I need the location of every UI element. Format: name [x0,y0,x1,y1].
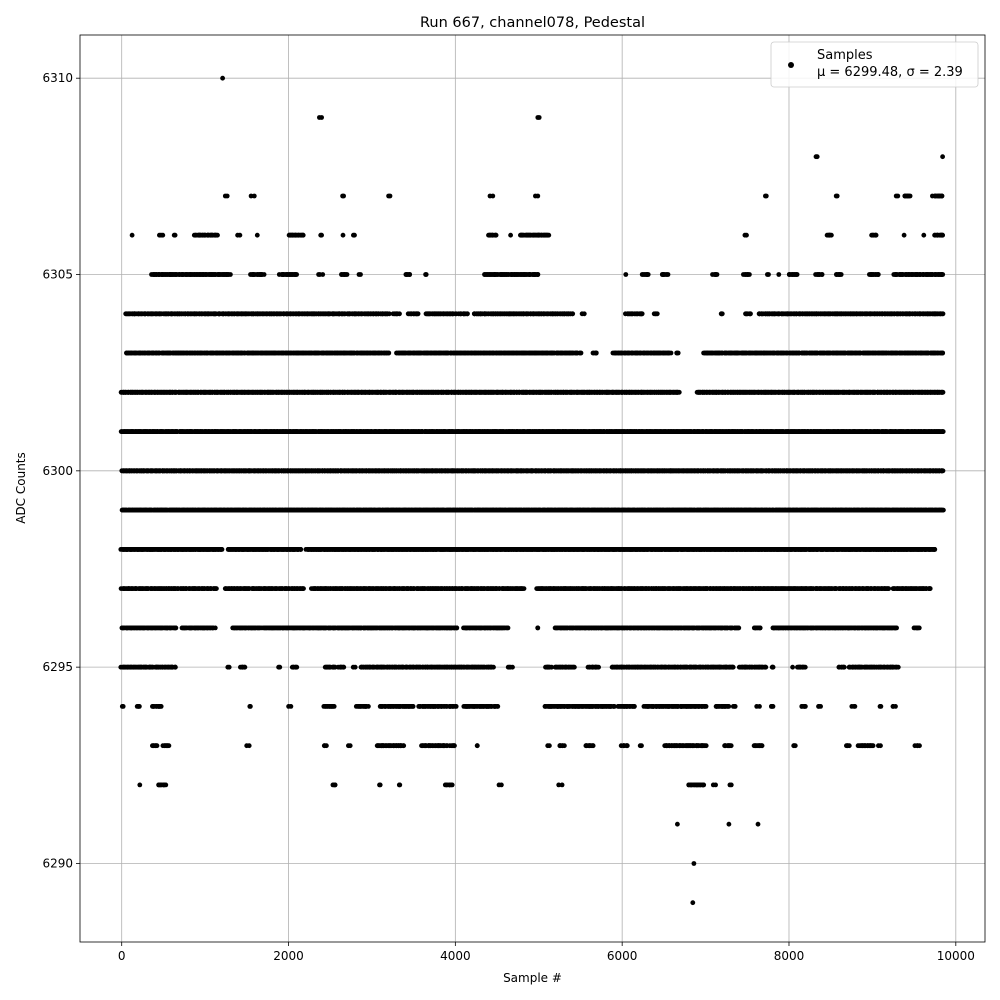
data-point [294,664,300,670]
data-point [521,586,527,591]
data-point [878,704,884,709]
data-point [757,625,763,631]
data-point [510,664,515,670]
data-point [559,782,565,788]
data-point [401,743,407,749]
data-point [916,625,922,631]
data-point [166,743,172,749]
data-point [690,900,696,906]
data-point [556,782,562,788]
data-point [770,704,776,709]
data-point [886,586,892,591]
data-point [219,547,225,552]
data-point [572,664,577,670]
data-point [792,743,798,749]
data-point [755,821,761,827]
data-point [331,704,337,709]
data-point [242,664,248,670]
data-point [878,743,883,749]
data-point [137,704,142,709]
data-point [248,704,253,709]
data-point [713,782,718,788]
data-point [675,821,680,827]
data-point [917,743,922,749]
data-point [366,704,371,709]
data-point [802,664,808,670]
data-point [732,704,738,709]
data-point [332,782,338,788]
data-point [841,664,847,670]
data-point [300,586,306,591]
data-point [803,704,808,709]
data-point [158,704,164,709]
data-point [298,547,303,552]
data-point [927,586,933,591]
data-point [893,704,898,709]
data-point [347,743,353,749]
chart-title: Run 667, channel078, Pedestal [420,15,645,31]
data-point [214,586,219,591]
data-point [324,743,329,749]
data-point [397,782,403,788]
data-point [703,704,709,709]
data-point [505,625,511,631]
data-point [632,704,637,709]
data-point [449,782,455,788]
data-point [137,782,143,788]
data-point [562,743,567,749]
data-point [454,625,460,631]
data-point [499,782,504,788]
data-point [870,743,876,749]
data-point [453,704,459,709]
data-point [172,664,178,670]
data-point [474,743,480,749]
data-point [535,625,541,631]
data-point [352,664,358,670]
data-point [612,704,617,709]
data-point [451,743,457,749]
data-point [894,625,899,631]
data-point [790,664,795,670]
data-point [590,743,596,749]
data-point [173,625,179,631]
data-point [728,743,734,749]
data-point [377,782,383,788]
data-point [895,664,901,670]
data-point [491,664,496,670]
data-point [770,664,776,670]
data-point [277,664,283,670]
data-point [246,743,252,749]
data-point [700,782,706,788]
data-point [410,704,416,709]
data-point [288,704,294,709]
data-point [596,664,601,670]
data-point [846,743,852,749]
data-point [726,821,732,827]
data-point [726,704,732,709]
data-point [691,861,697,866]
data-point [735,625,741,631]
data-point [759,743,765,749]
data-point [728,782,734,788]
data-point [120,704,126,709]
data-point [852,704,858,709]
data-point [730,664,736,670]
data-point [763,664,769,670]
data-point [154,743,160,749]
data-point [624,743,630,749]
data-point [639,743,644,749]
data-point [818,704,823,709]
data-point [226,664,232,670]
data-point [495,704,501,709]
data-point [212,625,218,631]
data-point [757,704,762,709]
data-points [118,75,946,906]
data-point [163,782,169,788]
data-point [703,743,709,749]
data-point [341,664,347,670]
data-point [547,743,552,749]
